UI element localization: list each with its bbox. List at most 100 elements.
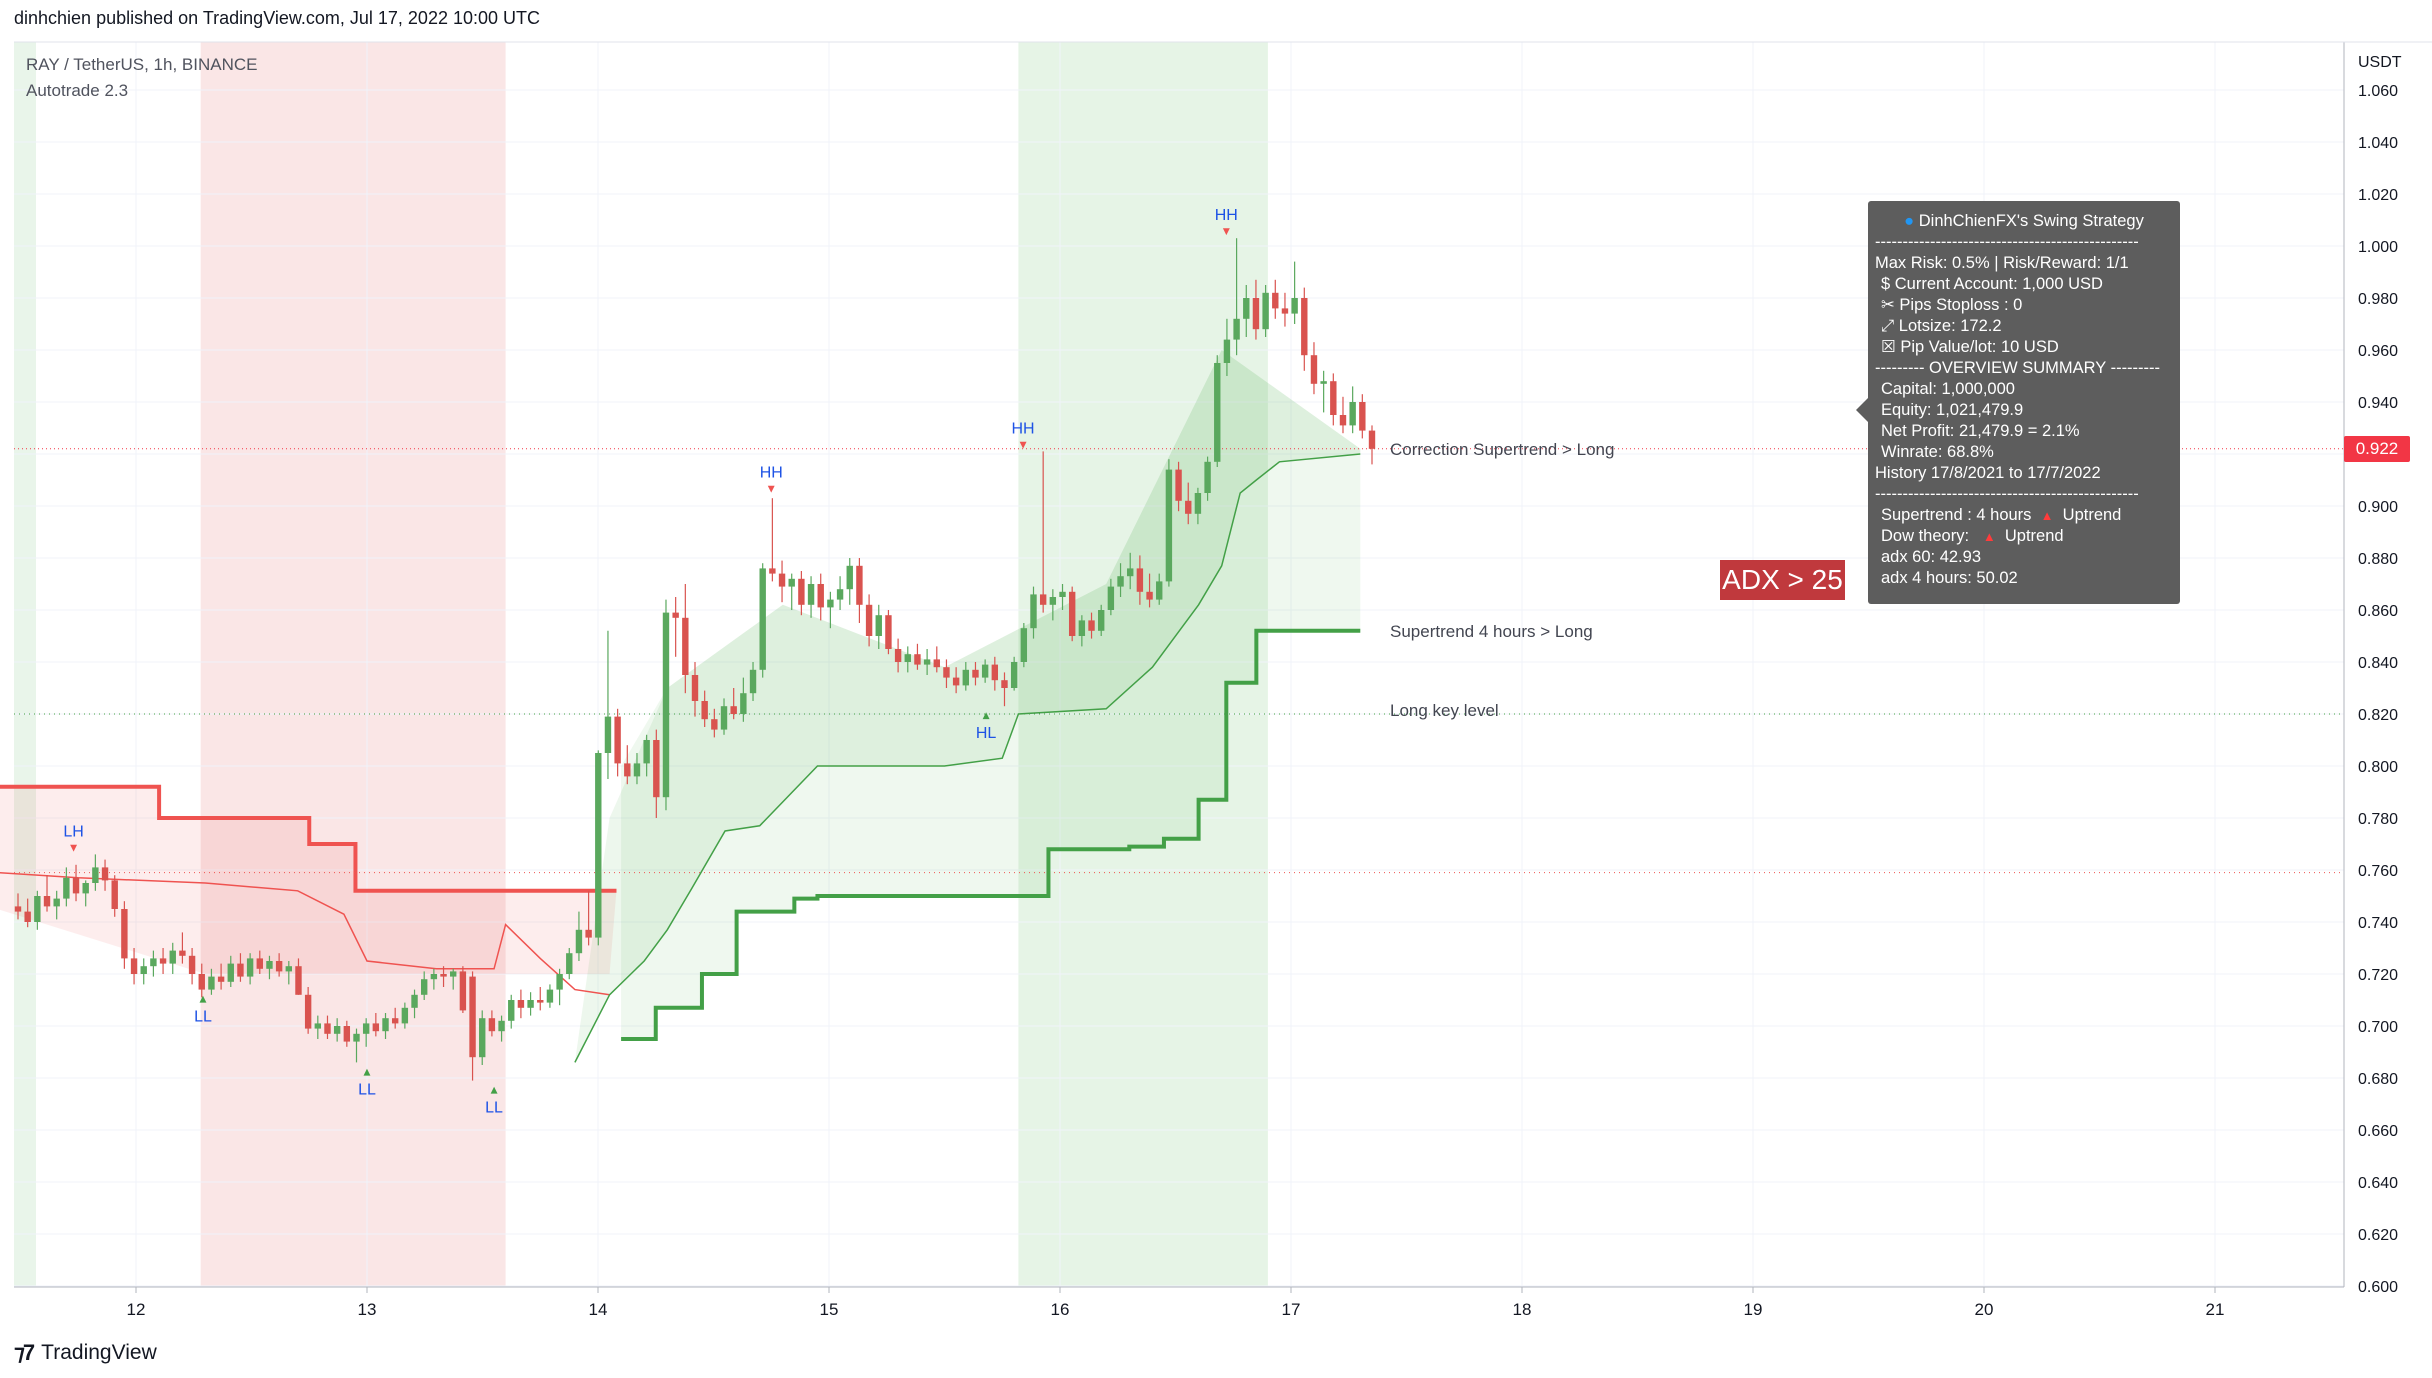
candle-body <box>778 573 786 587</box>
candle-body <box>885 615 892 649</box>
adx-badge: ADX > 25 <box>1720 560 1845 600</box>
time-tick-label: 21 <box>2206 1300 2225 1319</box>
swing-label: HH <box>760 465 783 482</box>
candle-body <box>682 617 689 675</box>
swing-label: LL <box>485 1100 503 1117</box>
price-tick-label: 0.800 <box>2358 759 2398 776</box>
candle-body <box>691 675 699 701</box>
candle-body <box>479 1018 486 1058</box>
price-tick-label: 0.740 <box>2358 915 2398 932</box>
candle-body <box>807 584 815 605</box>
candle-body <box>266 961 273 969</box>
brand-name: TradingView <box>41 1341 157 1364</box>
price-tick-label: 0.880 <box>2358 551 2398 568</box>
indicator-line[interactable]: Autotrade 2.3 <box>26 81 129 100</box>
price-tick-label: 0.940 <box>2358 395 2398 412</box>
candle-body <box>285 966 292 972</box>
uptrend-triangle-icon: ▲ <box>2040 508 2054 523</box>
swing-marker: ▲ <box>491 1086 498 1096</box>
tradingview-logo[interactable]: ⁊7 TradingView <box>14 1340 157 1366</box>
chart-legend: RAY / TetherUS, 1h, BINANCE Autotrade 2.… <box>26 52 257 104</box>
candle-body <box>82 883 89 894</box>
candle-body <box>527 1000 534 1008</box>
time-tick-label: 13 <box>358 1300 377 1319</box>
candle-body <box>865 604 873 636</box>
candle-body <box>1117 576 1124 587</box>
candle-body <box>169 950 176 964</box>
time-tick-label: 17 <box>1282 1300 1301 1319</box>
dow-theory-status: Dow theory: ▲ Uptrend <box>1875 526 2173 547</box>
note-supertrend-4h: Supertrend 4 hours > Long <box>1390 622 1593 641</box>
symbol-line[interactable]: RAY / TetherUS, 1h, BINANCE <box>26 55 258 74</box>
candle-body <box>1098 610 1105 631</box>
price-axis[interactable]: 1.0601.0401.0201.0000.9800.9600.9400.920… <box>2358 83 2398 1296</box>
correction-fill <box>574 350 1361 1063</box>
candle-body <box>362 1023 370 1034</box>
price-tick-label: 0.600 <box>2358 1279 2398 1296</box>
candle-body <box>952 677 960 686</box>
supertrend-lines <box>0 453 1361 1063</box>
swing-marker: ▼ <box>1223 227 1230 237</box>
candle-body <box>275 961 283 972</box>
candle-body <box>140 966 147 974</box>
price-tick-label: 0.660 <box>2358 1123 2398 1140</box>
price-tick-label: 0.900 <box>2358 499 2398 516</box>
dow-value: Uptrend <box>2004 527 2064 545</box>
price-tick-label: 0.620 <box>2358 1227 2398 1244</box>
swing-label: HL <box>976 725 997 742</box>
candle-body <box>1359 402 1366 431</box>
candle-body <box>914 654 921 665</box>
candle-body <box>1156 581 1163 600</box>
time-tick-label: 18 <box>1513 1300 1532 1319</box>
time-tick-label: 14 <box>589 1300 608 1319</box>
candles <box>14 238 1376 1081</box>
candle-body <box>933 659 940 668</box>
grid-lines <box>14 42 2344 1287</box>
publish-header: dinhchien published on TradingView.com, … <box>14 8 541 28</box>
candle-body <box>1349 402 1356 426</box>
candle-body <box>1068 591 1076 636</box>
price-tick-label: 1.040 <box>2358 135 2398 152</box>
candle-body <box>672 612 679 618</box>
candle-body <box>130 958 138 974</box>
candle-body <box>333 1026 341 1034</box>
swing-marker: ▼ <box>70 843 77 853</box>
candle-body <box>314 1023 322 1029</box>
candle-body <box>836 589 844 600</box>
key-levels <box>14 448 2344 874</box>
time-tick-label: 19 <box>1744 1300 1763 1319</box>
candle-body <box>624 763 631 777</box>
candle-body <box>1165 469 1173 582</box>
candle-body <box>440 974 447 977</box>
time-axis[interactable]: 12 13 14 15 16 17 18 19 20 21 <box>127 1287 2225 1319</box>
swing-label: LH <box>63 823 83 840</box>
candle-body <box>1262 292 1269 330</box>
candle-body <box>150 958 157 967</box>
candle-body <box>875 615 882 636</box>
price-tick-label: 1.000 <box>2358 239 2398 256</box>
candle-body <box>188 955 196 974</box>
swing-marker: ▼ <box>1020 440 1027 450</box>
candle-body <box>740 693 747 714</box>
candle-body <box>1127 568 1134 577</box>
trend-fills <box>0 350 1361 1063</box>
candle-body <box>1039 594 1047 605</box>
price-tick-label: 1.020 <box>2358 187 2398 204</box>
candle-body <box>643 740 650 764</box>
pips-stoploss: ✂ Pips Stoploss : 0 <box>1881 296 2023 314</box>
candle-body <box>24 911 31 922</box>
swing-label: HH <box>1215 207 1238 224</box>
candle-body <box>517 1000 525 1008</box>
candle-body <box>256 958 263 969</box>
candle-body <box>246 958 254 977</box>
candle-body <box>1185 500 1192 514</box>
dow-label: Dow theory: <box>1881 527 1970 545</box>
candle-body <box>759 568 766 670</box>
price-tick-label: 0.840 <box>2358 655 2398 672</box>
candle-body <box>372 1023 380 1032</box>
candle-body <box>556 974 563 990</box>
candle-body <box>469 976 476 1058</box>
candle-body <box>1233 318 1240 340</box>
swing-marker: ▲ <box>983 711 990 721</box>
